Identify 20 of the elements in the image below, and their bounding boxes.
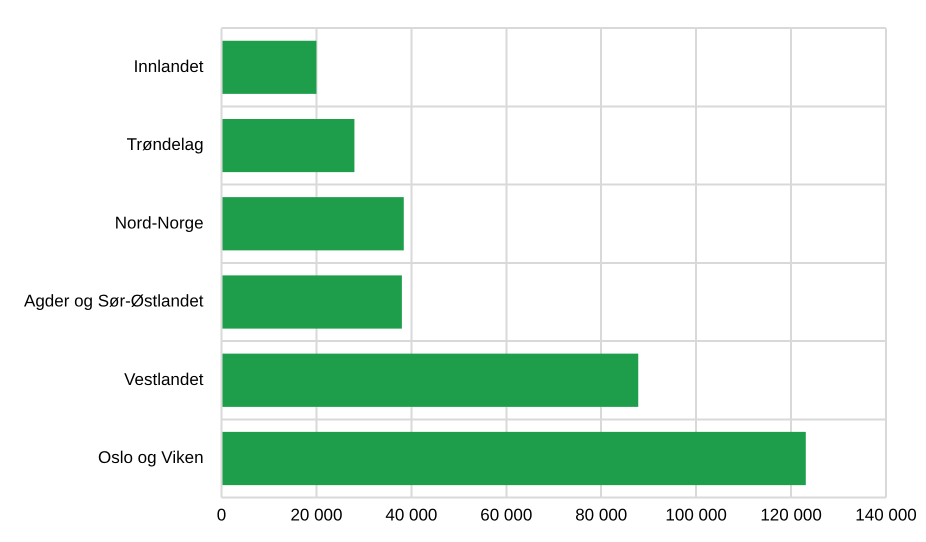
bar	[222, 40, 316, 94]
bar	[222, 432, 806, 486]
x-tick-label: 20 000	[290, 505, 342, 524]
x-tick-label: 40 000	[385, 505, 438, 524]
y-tick-label: Oslo og Viken	[98, 448, 204, 468]
bar	[222, 118, 354, 172]
x-tick-label: 100 000	[665, 505, 727, 524]
x-tick-label: 60 000	[480, 505, 532, 524]
y-tick-label: Vestlandet	[124, 370, 204, 389]
x-tick-label: 0	[216, 505, 226, 524]
x-tick-label: 120 000	[760, 505, 822, 524]
bar	[222, 275, 402, 329]
y-tick-label: Agder og Sør-Østlandet	[24, 292, 204, 311]
bar	[222, 197, 404, 250]
x-tick-label: 140 000	[855, 505, 917, 524]
x-tick-label: 80 000	[575, 505, 628, 524]
bar	[222, 354, 638, 407]
y-tick-label: Trøndelag	[126, 135, 204, 154]
y-tick-label: Innlandet	[134, 57, 204, 76]
y-tick-label: Nord-Norge	[114, 213, 204, 232]
